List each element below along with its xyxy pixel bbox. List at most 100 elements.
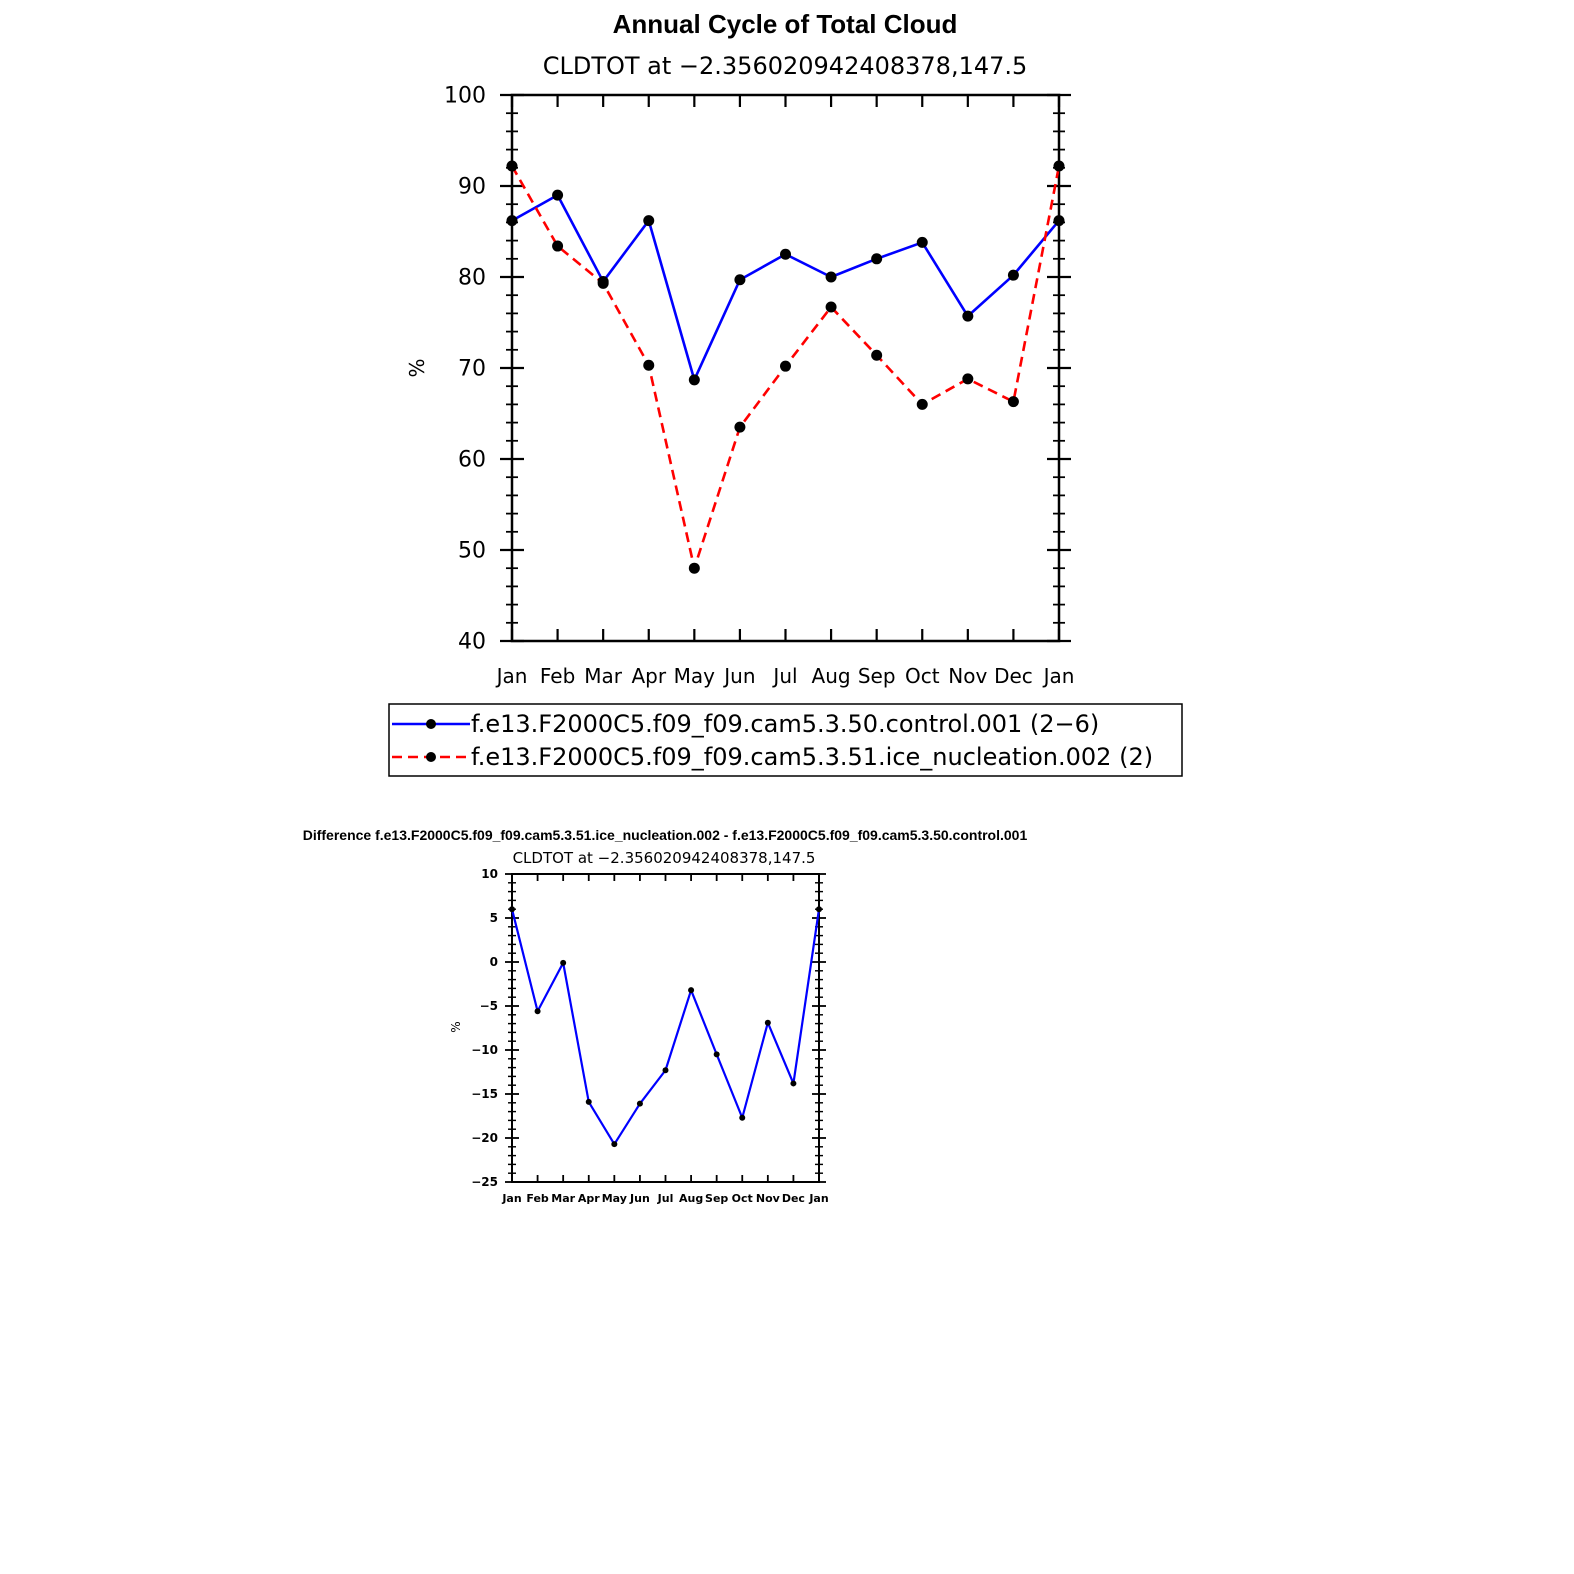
series-line-0: [511, 193, 1060, 382]
y-tick-label: −25: [471, 1175, 498, 1189]
x-tick-label: Dec: [782, 1192, 805, 1205]
x-tick-label: May: [602, 1192, 627, 1205]
y-tick-label: 70: [458, 357, 486, 382]
series-0-point: [585, 1098, 592, 1105]
series-1-point: [1007, 396, 1019, 408]
series-layer: [506, 160, 1065, 574]
series-1-point: [506, 160, 518, 172]
series-0-point: [643, 215, 655, 227]
difference-title: Difference f.e13.F2000C5.f09_f09.cam5.3.…: [303, 827, 1028, 843]
y-tick-label: 60: [458, 448, 486, 473]
x-tick-label: Jun: [722, 664, 755, 688]
series-0-point: [552, 189, 564, 201]
series-0-point: [688, 987, 695, 994]
x-tick-label: Jan: [501, 1192, 521, 1205]
x-tick-label: Jan: [1042, 664, 1075, 688]
difference-x-tick-labels: Jan Feb Mar Apr May Jun Jul Aug Sep Oct Nov Dec Jan: [501, 1192, 828, 1205]
series-0-point: [764, 1019, 771, 1026]
series-0-point: [734, 274, 746, 286]
series-1-point: [552, 240, 564, 252]
series-0-point: [662, 1067, 669, 1074]
legend-marker-ice: [426, 752, 436, 762]
series-1-point: [734, 421, 746, 433]
series-1-point: [1053, 160, 1065, 172]
x-tick-label: May: [674, 664, 716, 688]
x-tick-label: Dec: [994, 664, 1033, 688]
series-0-point: [1007, 269, 1019, 281]
difference-plot-frame: [511, 873, 820, 1183]
series-1-point: [916, 398, 928, 410]
x-tick-label: Oct: [905, 664, 940, 688]
x-tick-label: Apr: [578, 1192, 600, 1205]
y-tick-label: −15: [471, 1087, 498, 1101]
x-tick-label: Oct: [732, 1192, 753, 1205]
y-tick-label: 50: [458, 539, 486, 564]
chart-title: Annual Cycle of Total Cloud: [613, 9, 958, 39]
x-tick-label: Aug: [679, 1192, 703, 1205]
series-1-point: [597, 277, 609, 289]
y-tick-label: 0: [490, 955, 498, 969]
difference-subtitle: CLDTOT at −2.356020942408378,147.5: [513, 849, 816, 867]
y-tick-labels: 40 50 60 70 80 90 100: [444, 84, 486, 655]
difference-y-axis-label: %: [449, 1021, 463, 1032]
x-tick-label: Nov: [756, 1192, 781, 1205]
x-tick-label: Jun: [629, 1192, 650, 1205]
x-tick-label: Jan: [495, 664, 528, 688]
legend-marker-control: [426, 719, 436, 729]
y-tick-label: −10: [471, 1043, 498, 1057]
legend: f.e13.F2000C5.f09_f09.cam5.3.50.control.…: [388, 703, 1183, 777]
y-tick-label: 10: [481, 867, 498, 881]
series-1-point: [825, 301, 837, 313]
y-tick-label: 90: [458, 175, 486, 200]
series-0-point: [916, 236, 928, 248]
series-0-point: [962, 310, 974, 322]
series-0-point: [534, 1008, 541, 1015]
series-0-point: [688, 374, 700, 386]
x-tick-label: Nov: [948, 664, 987, 688]
y-axis-label: %: [405, 358, 429, 377]
x-tick-label: Mar: [584, 664, 623, 688]
series-1-point: [643, 359, 655, 371]
series-0-point: [560, 959, 567, 966]
difference-chart: Difference f.e13.F2000C5.f09_f09.cam5.3.…: [303, 827, 1028, 1205]
legend-label-control: f.e13.F2000C5.f09_f09.cam5.3.50.control.…: [471, 710, 1099, 738]
x-tick-label: Feb: [540, 664, 575, 688]
y-tick-label: −20: [471, 1131, 498, 1145]
chart-subtitle: CLDTOT at −2.356020942408378,147.5: [543, 52, 1028, 80]
series-0-point: [780, 248, 791, 260]
y-tick-label: 100: [444, 84, 486, 109]
difference-y-tick-labels: −25 −20 −15 −10 −5 0 5 10: [471, 867, 498, 1189]
y-tick-label: 80: [458, 266, 486, 291]
x-tick-label: Apr: [631, 664, 666, 688]
series-1-point: [780, 360, 791, 372]
series-0-point: [790, 1080, 797, 1087]
series-0-point: [611, 1141, 618, 1148]
series-line-0: [510, 908, 821, 1146]
series-0-point: [739, 1114, 746, 1121]
difference-series-layer: [509, 906, 822, 1148]
series-0-point: [871, 253, 883, 265]
y-tick-label: 5: [490, 911, 498, 925]
legend-label-ice: f.e13.F2000C5.f09_f09.cam5.3.51.ice_nucl…: [471, 743, 1153, 771]
series-0-point: [816, 906, 822, 913]
x-tick-labels: Jan Feb Mar Apr May Jun Jul Aug Sep Oct Nov Dec Jan: [495, 664, 1075, 688]
x-tick-label: Jul: [657, 1192, 674, 1205]
y-tick-label: −5: [480, 999, 498, 1013]
x-tick-label: Jan: [808, 1192, 828, 1205]
series-1-point: [688, 562, 700, 574]
x-tick-label: Sep: [705, 1192, 728, 1205]
series-1-point: [871, 349, 883, 361]
series-1-point: [962, 373, 974, 385]
x-tick-label: Mar: [551, 1192, 575, 1205]
x-tick-label: Aug: [812, 664, 851, 688]
x-tick-label: Jul: [771, 664, 797, 688]
y-tick-label: 40: [458, 630, 486, 655]
x-tick-label: Feb: [526, 1192, 549, 1205]
x-tick-label: Sep: [858, 664, 896, 688]
series-0-point: [825, 271, 837, 283]
series-0-point: [636, 1100, 643, 1107]
annual-cycle-chart: Annual Cycle of Total Cloud CLDTOT at −2…: [405, 9, 1074, 688]
series-0-point: [713, 1051, 720, 1058]
series-0-point: [509, 906, 515, 913]
